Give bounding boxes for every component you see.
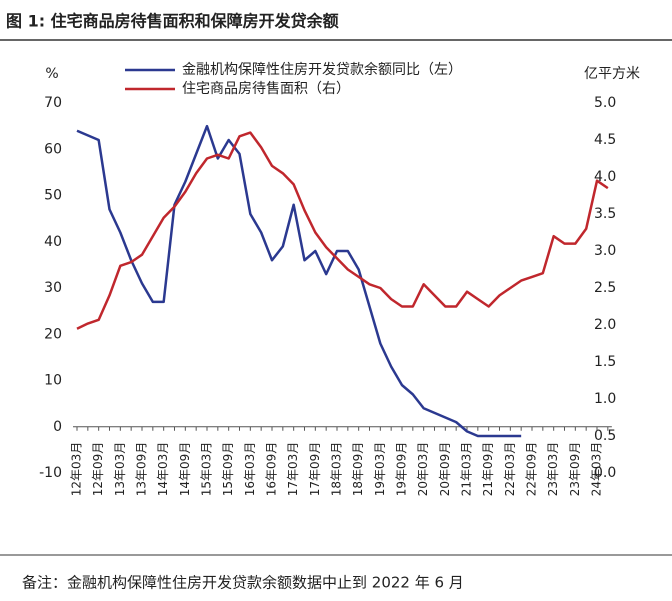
y2-tick-label: 1.0 [594,391,616,407]
x-tick-label: 18年09月 [351,442,365,497]
y-tick-label: 10 [44,373,62,389]
x-tick-label: 17年03月 [286,442,300,497]
y2-tick-label: 5.0 [594,95,616,111]
y2-axis-label: 亿平方米 [584,66,640,82]
x-tick-label: 14年03月 [156,442,170,497]
x-tick-label: 21年09月 [481,442,495,497]
x-tick-label: 16年03月 [243,442,257,497]
y-tick-label: 0 [53,419,62,435]
x-tick-label: 19年09月 [395,442,409,497]
x-tick-label: 15年09月 [221,442,235,497]
y-tick-label: 30 [44,280,62,296]
x-tick-label: 21年03月 [460,442,474,497]
y-axis-label: % [45,66,58,82]
y2-tick-label: 0.5 [594,428,616,444]
y-tick-label: 20 [44,326,62,342]
x-tick-label: 23年09月 [568,442,582,497]
x-tick-label: 24年03月 [590,442,604,497]
note: 备注：金融机构保障性住房开发贷款余额数据中止到 2022 年 6 月 [22,574,464,592]
x-tick-label: 20年09月 [438,442,452,497]
y-tick-label: 50 [44,188,62,204]
y-tick-label: 60 [44,141,62,157]
y2-tick-label: 0.0 [594,465,616,481]
x-tick-label: 16年09月 [265,442,279,497]
y2-tick-label: 3.0 [594,243,616,259]
series-line [76,124,522,438]
x-tick-label: 14年09月 [178,442,192,497]
y2-tick-label: 3.5 [594,206,616,222]
x-tick-label: 15年03月 [200,442,214,497]
x-tick-label: 13年09月 [135,442,149,497]
y-tick-label: -10 [39,465,62,481]
x-tick-label: 23年03月 [546,442,560,497]
y2-tick-label: 4.5 [594,132,616,148]
x-tick-label: 12年09月 [91,442,105,497]
x-tick-label: 17年09月 [308,442,322,497]
x-tick-label: 22年09月 [525,442,539,497]
series-line [76,131,609,330]
legend-label: 金融机构保障性住房开发贷款余额同比（左） [182,61,462,78]
legend-label: 住宅商品房待售面积（右） [182,81,350,97]
y2-tick-label: 2.5 [594,280,616,296]
y-tick-label: 40 [44,234,62,250]
x-tick-label: 20年03月 [416,442,430,497]
y2-tick-label: 1.5 [594,354,616,370]
x-tick-label: 12年03月 [70,442,84,497]
y2-tick-label: 2.0 [594,317,616,333]
y-tick-label: 70 [44,95,62,111]
x-tick-label: 18年03月 [330,442,344,497]
chart-title: 图 1: 住宅商品房待售面积和保障房开发贷余额 [6,12,339,31]
x-tick-label: 22年03月 [503,442,517,497]
x-tick-label: 13年03月 [113,442,127,497]
x-tick-label: 19年03月 [373,442,387,497]
